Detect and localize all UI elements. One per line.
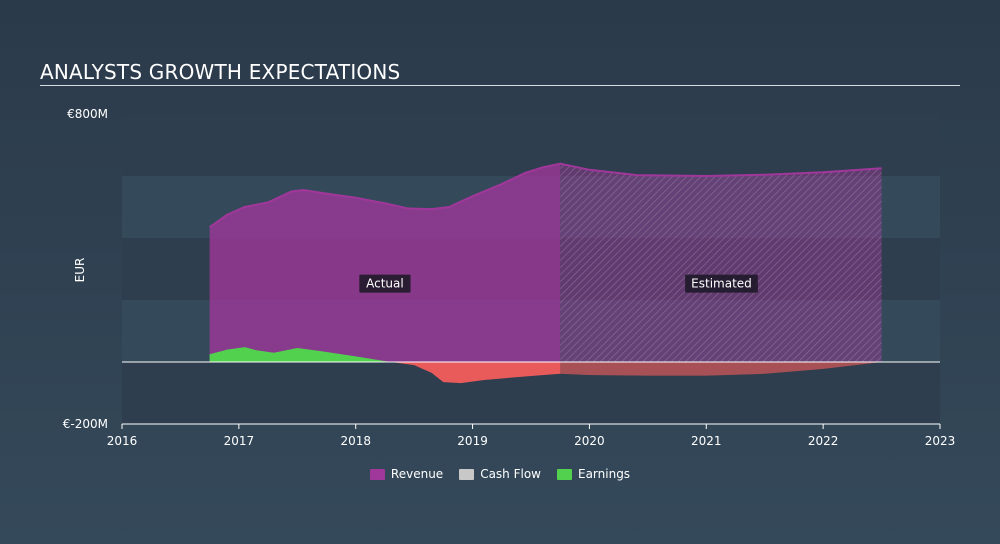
y-tick-label--200: €-200M [63, 417, 108, 431]
revenue-area-estimated-hatch [560, 163, 882, 362]
earnings-area-positive [209, 347, 882, 362]
x-tick-label-2018: 2018 [340, 434, 371, 448]
revenue-line [209, 162, 882, 228]
legend-label-cash-flow: Cash Flow [480, 467, 541, 481]
y-axis-title: EUR [73, 258, 87, 283]
x-tick-label-2017: 2017 [224, 434, 255, 448]
band-4 [122, 114, 940, 176]
x-tick-label-2021: 2021 [691, 434, 722, 448]
region-label-actual: Actual [366, 277, 404, 291]
legend-swatch-earnings [556, 468, 572, 480]
region-label-actual-box [359, 274, 411, 293]
legend-swatch-cash-flow [459, 468, 475, 480]
x-tick-label-2022: 2022 [808, 434, 839, 448]
legend-item-cash-flow[interactable]: Cash Flow [459, 467, 541, 481]
x-tick-label-2016: 2016 [107, 434, 138, 448]
legend-swatch-revenue [369, 468, 385, 480]
legend-label-revenue: Revenue [390, 467, 444, 481]
chart-title: ANALYSTS GROWTH EXPECTATIONS [40, 60, 401, 84]
legend-item-earnings[interactable]: Earnings [556, 467, 631, 481]
x-tick-label-2020: 2020 [574, 434, 605, 448]
region-label-estimated: Estimated [691, 277, 752, 291]
earnings-area-negative [209, 362, 882, 384]
revenue-area-actual [209, 163, 561, 362]
x-tick-label-2019: 2019 [457, 434, 488, 448]
y-tick-label-800: €800M [67, 107, 108, 121]
legend-item-revenue[interactable]: Revenue [369, 467, 444, 481]
x-tick-label-2023: 2023 [925, 434, 956, 448]
legend-label-earnings: Earnings [577, 467, 631, 481]
chart-legend: Revenue Cash Flow Earnings [0, 467, 1000, 481]
earnings-estimated-shade [560, 362, 882, 376]
title-divider [40, 85, 960, 86]
region-label-estimated-box [685, 274, 758, 293]
